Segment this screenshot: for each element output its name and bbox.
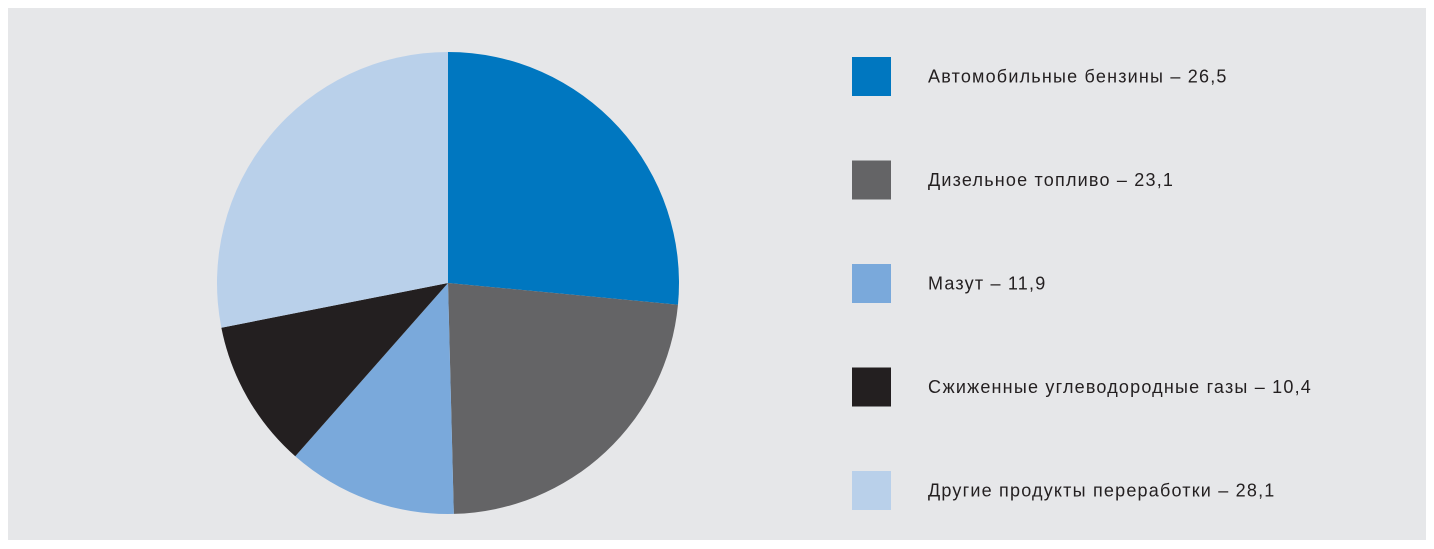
legend-label: Автомобильные бензины – 26,5 — [928, 66, 1228, 86]
pie-slice — [295, 283, 454, 515]
legend-swatch — [852, 160, 891, 200]
legend-label: Дизельное топливо – 23,1 — [928, 170, 1174, 190]
legend-label: Мазут – 11,9 — [928, 273, 1046, 293]
pie-slice — [217, 52, 448, 328]
legend-swatch — [852, 367, 891, 407]
pie-slice — [221, 283, 448, 457]
legend-label: Сжиженные углеводородные газы – 10,4 — [928, 377, 1312, 397]
legend-swatch — [852, 264, 891, 303]
pie-slice — [448, 52, 679, 305]
legend-swatch — [852, 57, 891, 96]
pie-slice — [448, 283, 678, 514]
legend-label: Другие продукты переработки – 28,1 — [928, 480, 1276, 500]
legend-swatch — [852, 471, 891, 510]
